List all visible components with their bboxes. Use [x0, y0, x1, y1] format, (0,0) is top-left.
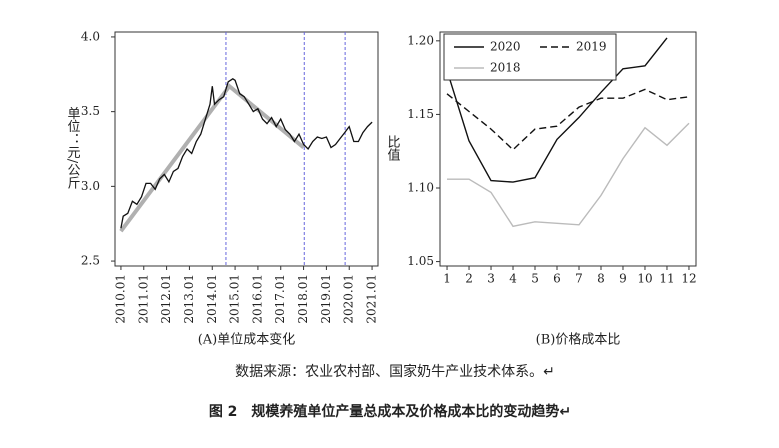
x-tick-label: 4	[509, 272, 517, 286]
series-line	[119, 83, 305, 233]
x-tick-label: 2014.01	[205, 274, 219, 324]
y-tick-label: 3.0	[81, 179, 100, 193]
x-tick-label: 5	[531, 272, 539, 286]
x-tick-label: 2021.01	[365, 274, 379, 324]
y-tick-label: 4.0	[81, 29, 100, 43]
x-tick-label: 2012.01	[159, 274, 173, 324]
chart-title: (A)单位成本变化	[198, 332, 296, 348]
x-tick-label: 8	[597, 272, 605, 286]
y-tick-label: 1.05	[407, 254, 434, 268]
x-tick-label: 12	[681, 272, 696, 286]
x-tick-label: 2017.01	[273, 274, 287, 324]
y-tick-label: 3.5	[81, 104, 100, 118]
x-tick-label: 3	[487, 272, 495, 286]
x-tick-label: 10	[637, 272, 652, 286]
figure-caption: 图 2 规模养殖单位产量总成本及价格成本比的变动趋势↵	[209, 403, 571, 420]
y-axis-label: 比值	[385, 135, 401, 162]
x-tick-label: 2018.01	[296, 274, 310, 324]
x-tick-label: 7	[575, 272, 583, 286]
legend-label: 2019	[576, 40, 607, 54]
legend-label: 2020	[490, 40, 521, 54]
x-tick-label: 2013.01	[182, 274, 196, 324]
legend-label: 2018	[490, 61, 521, 75]
y-tick-label: 1.10	[407, 181, 434, 195]
series-line	[446, 88, 690, 151]
x-tick-label: 2015.01	[228, 274, 242, 324]
legend-box	[443, 33, 617, 81]
series-line	[120, 78, 373, 229]
x-tick-label: 2	[465, 272, 473, 286]
source-note: 数据来源：农业农村部、国家奶牛产业技术体系。↵	[235, 363, 555, 380]
y-tick-label: 1.15	[407, 107, 434, 121]
series-line	[446, 37, 668, 183]
plot-frame	[114, 31, 379, 267]
y-axis-label: 单位：元/公斤	[65, 107, 81, 191]
x-tick-label: 6	[553, 272, 561, 286]
plot-frame	[439, 31, 697, 267]
x-tick-label: 9	[619, 272, 627, 286]
x-tick-label: 11	[659, 272, 674, 286]
chart-title: (B)价格成本比	[536, 332, 621, 348]
x-tick-label: 2011.01	[136, 274, 150, 324]
x-tick-label: 2010.01	[113, 274, 127, 324]
y-tick-label: 2.5	[81, 254, 100, 268]
x-tick-label: 2016.01	[250, 274, 264, 324]
series-line	[447, 122, 690, 228]
y-tick-label: 1.20	[407, 33, 434, 47]
x-tick-label: 2020.01	[342, 274, 356, 324]
x-tick-label: 1	[443, 272, 451, 286]
x-tick-label: 2019.01	[319, 274, 333, 324]
